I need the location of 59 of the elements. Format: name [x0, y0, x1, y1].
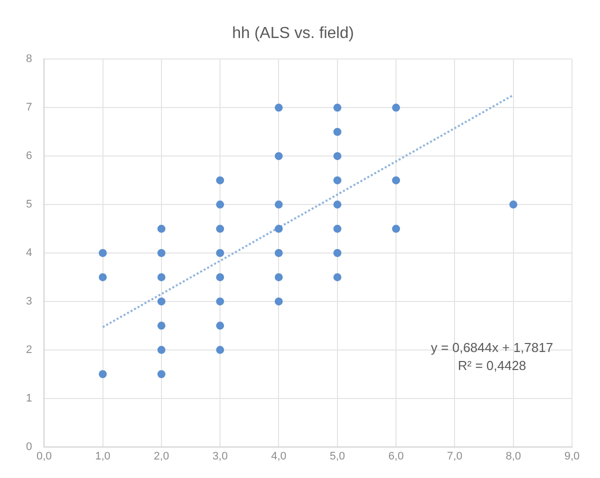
- y-tick-label: 4: [26, 247, 32, 260]
- x-tick-label: 7,0: [447, 450, 462, 462]
- point: [216, 346, 224, 354]
- x-tick-label: 9,0: [564, 450, 580, 462]
- point: [216, 249, 224, 257]
- y-tick-label: 2: [26, 344, 32, 356]
- x-tick-label: 0,0: [36, 450, 52, 462]
- point: [274, 297, 283, 306]
- point: [216, 224, 224, 233]
- point: [274, 200, 283, 209]
- y-tick-label: 6: [26, 150, 32, 162]
- y-tick-label: 8: [26, 53, 32, 66]
- y-tick-label: 1: [26, 392, 32, 404]
- point: [333, 249, 342, 257]
- annotation: y = 0,6844x + 1,7817: [430, 340, 554, 355]
- point: [274, 104, 283, 112]
- point: [216, 297, 224, 306]
- x-tick-label: 2,0: [154, 450, 170, 462]
- point: [157, 224, 166, 233]
- y-tick-label: 7: [26, 102, 32, 114]
- point: [216, 200, 224, 209]
- point: [157, 297, 166, 306]
- point: [274, 249, 283, 257]
- point: [274, 224, 283, 233]
- x-tick-label: 3,0: [212, 450, 228, 462]
- point: [98, 273, 107, 282]
- point: [333, 152, 342, 160]
- annotation: R² = 0,4428: [458, 358, 526, 373]
- point: [392, 176, 400, 184]
- point: [392, 224, 400, 233]
- point: [333, 273, 342, 282]
- point: [157, 249, 166, 257]
- point: [98, 370, 107, 378]
- point: [216, 322, 224, 330]
- x-tick-label: 6,0: [388, 450, 404, 462]
- point: [274, 273, 283, 282]
- y-tick-label: 5: [26, 198, 32, 211]
- y-tick-label: 0: [26, 440, 32, 453]
- point: [333, 200, 342, 209]
- point: [216, 273, 224, 282]
- y-tick-label: 3: [26, 295, 32, 308]
- chart-title: hh (ALS vs. field): [232, 25, 354, 42]
- point: [333, 104, 342, 112]
- point: [157, 273, 166, 282]
- point: [98, 249, 107, 257]
- point: [392, 104, 400, 112]
- point: [333, 128, 342, 136]
- point: [274, 152, 283, 160]
- point: [157, 346, 166, 354]
- point: [157, 370, 166, 378]
- x-tick-label: 4,0: [271, 450, 286, 462]
- x-tick-label: 8,0: [506, 450, 521, 462]
- x-tick-label: 1,0: [95, 450, 110, 462]
- point: [333, 224, 342, 233]
- x-tick-label: 5,0: [330, 450, 346, 462]
- point: [509, 200, 518, 209]
- point: [216, 176, 224, 184]
- point: [157, 322, 166, 330]
- point: [333, 176, 342, 184]
